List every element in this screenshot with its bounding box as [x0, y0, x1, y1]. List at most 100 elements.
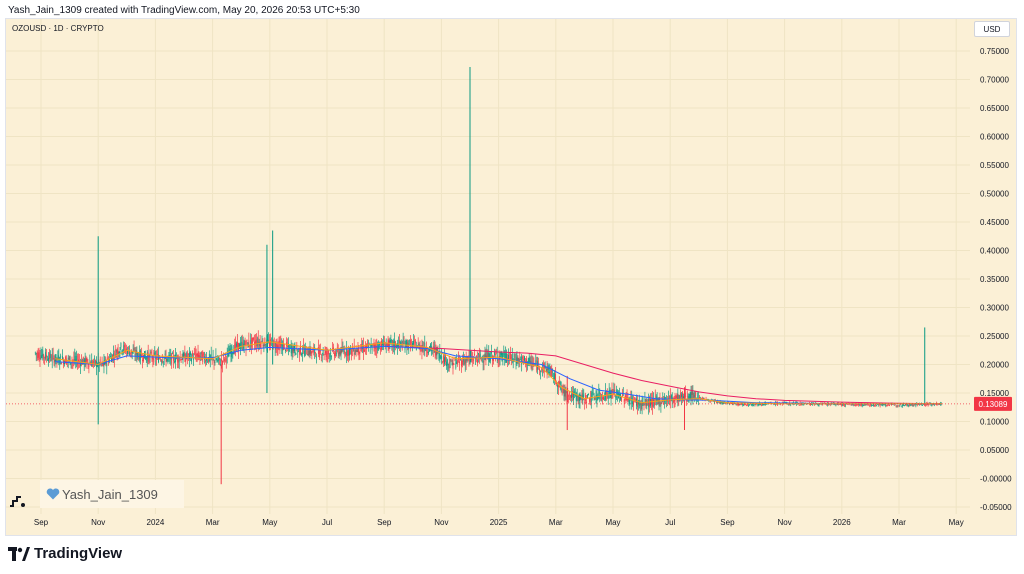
candle-body-329: [344, 350, 346, 356]
candle-body-85: [114, 349, 116, 351]
x-tick-label-8: 2025: [490, 518, 508, 527]
candle-body-182: [206, 357, 207, 361]
candle-body-626: [623, 399, 625, 403]
candle-body-557: [558, 380, 560, 387]
candle-body-81: [111, 357, 112, 363]
candle-body-215: [237, 341, 238, 348]
candle-body-36: [68, 357, 70, 359]
candle-body-247: [267, 338, 269, 347]
y-tick-label-1: 0.70000: [980, 76, 1009, 85]
candle-body-19: [52, 353, 54, 355]
candle-body-343: [357, 348, 359, 353]
x-tick-label-5: Jul: [322, 518, 332, 527]
candle-body-897: [878, 404, 880, 405]
candle-body-513: [517, 357, 519, 361]
tradingview-mini-logo-icon[interactable]: [8, 492, 26, 510]
candle-body-208: [230, 351, 232, 357]
currency-button[interactable]: USD: [974, 21, 1010, 37]
candle-body-110: [138, 356, 140, 360]
candle-body-163: [188, 353, 190, 355]
candle-body-875: [858, 404, 859, 406]
candle-body-625: [622, 394, 624, 396]
candle-body-476: [482, 362, 484, 363]
candle-body-320: [335, 353, 337, 354]
candle-body-243: [263, 344, 265, 348]
candle-body-361: [374, 343, 376, 349]
candle-body-455: [462, 357, 464, 362]
candle-body-923: [903, 403, 905, 406]
candle-body-743: [733, 403, 735, 404]
candle-body-472: [478, 354, 480, 358]
candle-body-517: [521, 356, 523, 365]
price-axis: 0.75000 0.70000 0.65000 0.60000 0.55000 0.500…: [980, 47, 1012, 512]
candle-body-689: [683, 396, 684, 399]
candle-body-889: [871, 404, 873, 406]
candle-body-904: [885, 404, 887, 406]
candle-body-677: [671, 394, 673, 401]
candle-body-33: [65, 358, 67, 365]
heart-icon: [46, 488, 60, 500]
candle-body-278: [296, 344, 298, 350]
y-tick-label-4: 0.55000: [980, 161, 1009, 170]
candle-body-279: [297, 350, 299, 353]
candle-body-941: [920, 404, 921, 406]
candle-body-855: [839, 404, 841, 405]
candle-body-176: [200, 352, 202, 355]
candle-body-594: [593, 398, 595, 400]
candle-body-374: [386, 343, 388, 345]
candle-body-338: [352, 350, 354, 352]
candle-body-95: [124, 344, 126, 348]
tradingview-brand[interactable]: TradingView: [8, 545, 122, 562]
candle-body-696: [689, 393, 691, 401]
candle-body-709: [701, 397, 703, 400]
candle-body-446: [454, 359, 456, 361]
candle-body-116: [144, 351, 145, 359]
candle-body-579: [579, 393, 581, 401]
candle-body-418: [428, 351, 429, 354]
y-tick-label-6: 0.45000: [980, 218, 1009, 227]
candle-body-567: [568, 398, 570, 400]
candle-body-350: [364, 349, 365, 352]
candle-body-512: [516, 357, 518, 364]
candle-body-914: [894, 404, 896, 406]
candle-body-538: [541, 369, 542, 371]
candle-body-269: [287, 343, 289, 348]
candle-body-578: [578, 395, 580, 401]
candle-body-364: [377, 342, 379, 349]
candle-body-940: [919, 404, 921, 405]
candle-body-950: [928, 403, 930, 406]
candle-body-591: [590, 398, 592, 403]
candle-body-636: [633, 400, 635, 406]
candle-body-272: [290, 347, 292, 353]
candle-body-69: [99, 359, 101, 363]
candle-body-345: [359, 351, 361, 354]
candle-body-415: [425, 349, 427, 351]
candle-body-756: [746, 404, 747, 406]
ma-slow-line: [384, 345, 942, 405]
candle-body-253: [272, 340, 274, 349]
candle-body-933: [912, 405, 914, 406]
candle-body-917: [897, 405, 899, 407]
candle-body-22: [55, 354, 57, 362]
candle-body-595: [594, 397, 596, 400]
x-tick-label-7: Nov: [434, 518, 448, 527]
candle-body-899: [880, 404, 882, 405]
candle-body-911: [891, 404, 893, 405]
candle-body-732: [723, 402, 725, 404]
candle-body-344: [358, 345, 360, 355]
candle-body-109: [137, 353, 139, 357]
candle-body-861: [844, 403, 846, 406]
candle-body-426: [435, 347, 437, 356]
candle-body-551: [553, 378, 555, 380]
candle-body-609: [607, 394, 609, 399]
symbol-legend[interactable]: OZOUSD · 1D · CRYPTO: [12, 24, 104, 33]
candle-body-772: [761, 404, 762, 406]
y-tick-label-11: 0.20000: [980, 361, 1009, 370]
candle-body-80: [110, 356, 111, 358]
candle-body-313: [329, 354, 331, 358]
candle-body-283: [301, 353, 302, 356]
candle-body-440: [448, 362, 450, 369]
candle-body-212: [234, 344, 236, 353]
candle-body-946: [924, 403, 926, 406]
